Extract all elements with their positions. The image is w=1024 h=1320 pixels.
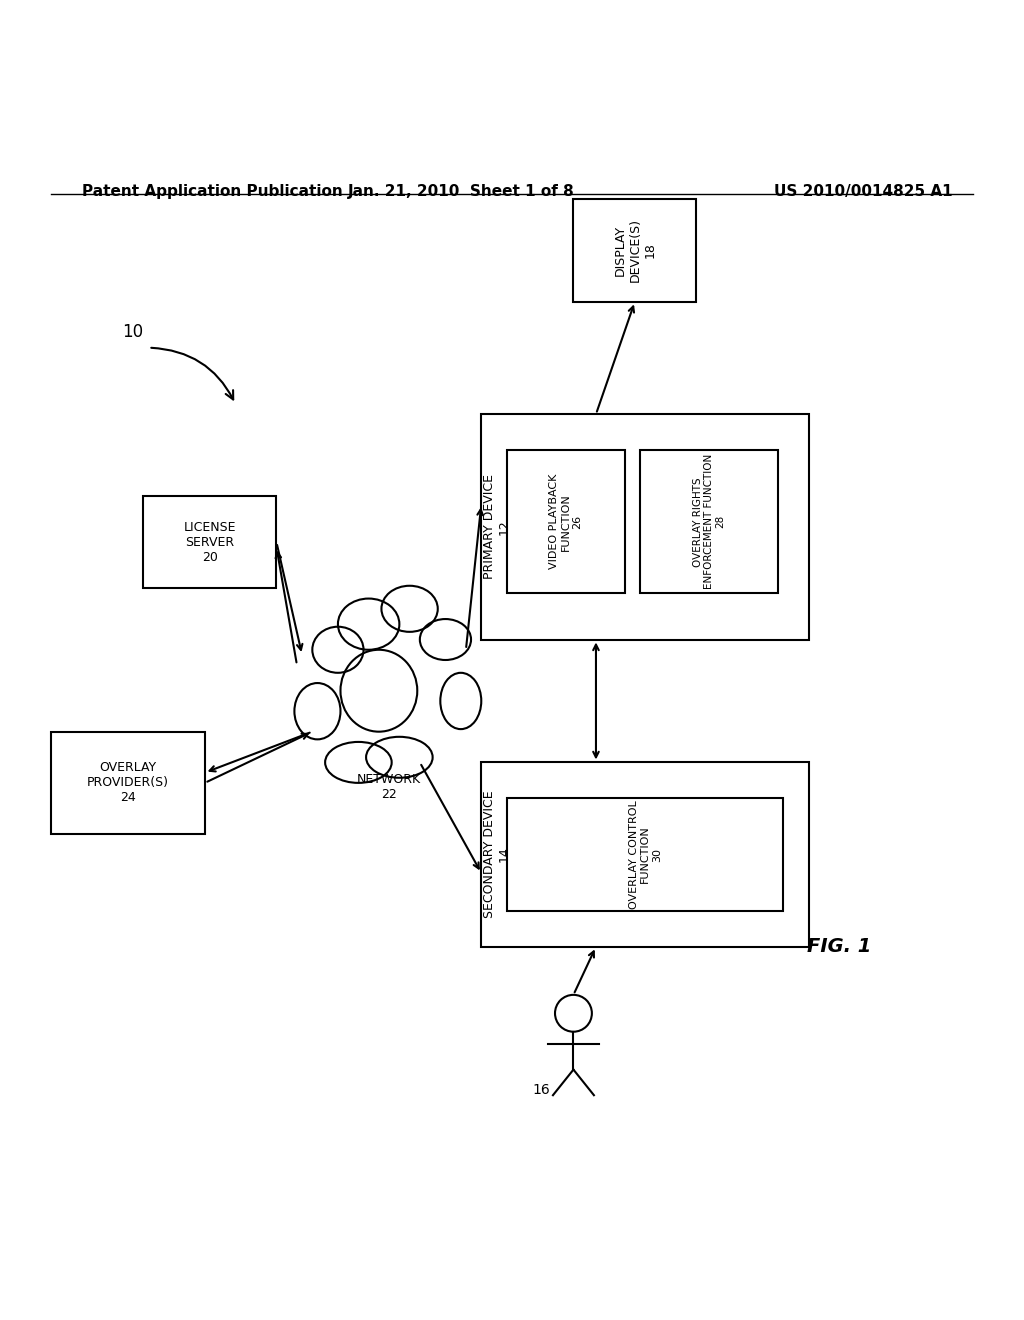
Text: OVERLAY
PROVIDER(S)
24: OVERLAY PROVIDER(S) 24 bbox=[87, 762, 169, 804]
Ellipse shape bbox=[340, 649, 418, 731]
Text: PRIMARY DEVICE
12: PRIMARY DEVICE 12 bbox=[482, 474, 511, 579]
FancyBboxPatch shape bbox=[481, 414, 809, 639]
Ellipse shape bbox=[440, 673, 481, 729]
Text: Patent Application Publication: Patent Application Publication bbox=[82, 183, 343, 199]
FancyArrowPatch shape bbox=[152, 347, 233, 400]
Text: 16: 16 bbox=[532, 1084, 550, 1097]
Text: OVERLAY RIGHTS
ENFORCEMENT FUNCTION
28: OVERLAY RIGHTS ENFORCEMENT FUNCTION 28 bbox=[692, 454, 726, 590]
Ellipse shape bbox=[420, 619, 471, 660]
Text: SECONDARY DEVICE
14: SECONDARY DEVICE 14 bbox=[482, 791, 511, 919]
Text: DISPLAY
DEVICE(S)
18: DISPLAY DEVICE(S) 18 bbox=[613, 218, 656, 282]
Text: 10: 10 bbox=[123, 323, 143, 342]
Text: FIG. 1: FIG. 1 bbox=[808, 937, 871, 956]
Text: NETWORK
22: NETWORK 22 bbox=[357, 772, 421, 801]
Text: Jan. 21, 2010  Sheet 1 of 8: Jan. 21, 2010 Sheet 1 of 8 bbox=[347, 183, 574, 199]
Text: US 2010/0014825 A1: US 2010/0014825 A1 bbox=[774, 183, 952, 199]
Text: LICENSE
SERVER
20: LICENSE SERVER 20 bbox=[183, 520, 237, 564]
Text: OVERLAY CONTROL
FUNCTION
30: OVERLAY CONTROL FUNCTION 30 bbox=[629, 800, 662, 909]
FancyBboxPatch shape bbox=[640, 450, 778, 594]
FancyBboxPatch shape bbox=[481, 763, 809, 946]
Ellipse shape bbox=[338, 598, 399, 649]
FancyBboxPatch shape bbox=[573, 199, 696, 301]
Ellipse shape bbox=[295, 682, 340, 739]
FancyBboxPatch shape bbox=[143, 496, 276, 589]
Text: VIDEO PLAYBACK
FUNCTION
26: VIDEO PLAYBACK FUNCTION 26 bbox=[549, 474, 583, 569]
FancyBboxPatch shape bbox=[51, 731, 205, 834]
Ellipse shape bbox=[326, 742, 391, 783]
Ellipse shape bbox=[367, 737, 432, 777]
Ellipse shape bbox=[312, 627, 364, 673]
FancyBboxPatch shape bbox=[507, 799, 783, 911]
Ellipse shape bbox=[381, 586, 438, 632]
FancyBboxPatch shape bbox=[507, 450, 625, 594]
